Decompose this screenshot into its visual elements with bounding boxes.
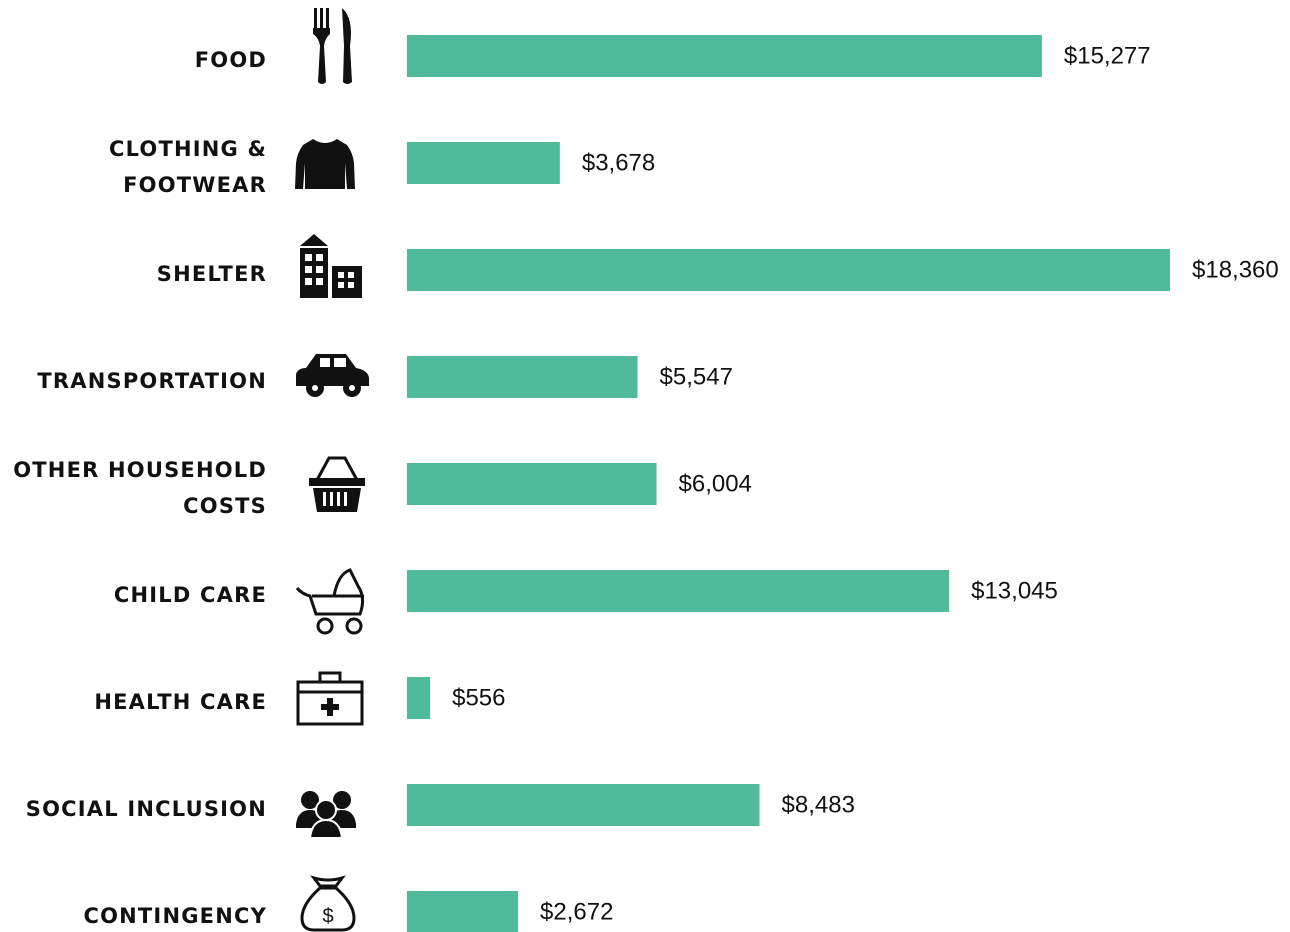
category-label: SHELTER — [0, 256, 267, 292]
value-label: $8,483 — [782, 791, 855, 818]
value-label: $18,360 — [1192, 256, 1279, 283]
value-label: $2,672 — [540, 898, 613, 925]
icon-food — [313, 8, 352, 84]
icon-household — [309, 456, 365, 512]
category-text: SOCIAL INCLUSION — [25, 797, 267, 821]
category-text: CONTINGENCY — [83, 904, 267, 928]
category-label: SOCIAL INCLUSION — [0, 791, 267, 827]
svg-text:$: $ — [322, 905, 333, 927]
category-text: TRANSPORTATION — [37, 369, 267, 393]
icon-shelter — [300, 234, 362, 298]
value-label: $15,277 — [1064, 42, 1151, 69]
bar — [407, 463, 657, 505]
icon-child-care — [295, 568, 365, 635]
value-label: $556 — [452, 684, 505, 711]
category-label: FOOD — [0, 42, 267, 78]
bar — [407, 677, 431, 719]
category-text: OTHER HOUSEHOLD COSTS — [13, 458, 267, 518]
value-label: $6,004 — [679, 470, 752, 497]
value-label: $3,678 — [582, 149, 655, 176]
category-text: SHELTER — [156, 262, 267, 286]
bar — [407, 891, 519, 932]
category-label: CLOTHING & FOOTWEAR — [0, 131, 267, 203]
bar — [407, 249, 1170, 291]
icon-transportation — [296, 354, 369, 397]
bar — [407, 570, 950, 612]
bar — [407, 142, 560, 184]
category-label: OTHER HOUSEHOLD COSTS — [0, 452, 267, 524]
category-text: CLOTHING & FOOTWEAR — [108, 137, 267, 197]
category-text: FOOD — [194, 48, 267, 72]
bar — [407, 784, 760, 826]
category-label: CONTINGENCY — [0, 898, 267, 932]
icon-contingency: $ — [300, 875, 356, 932]
value-label: $13,045 — [971, 577, 1058, 604]
category-label: HEALTH CARE — [0, 684, 267, 720]
icon-clothing — [295, 139, 355, 189]
icon-health-care — [296, 671, 364, 726]
category-text: HEALTH CARE — [94, 690, 267, 714]
icon-social — [296, 791, 356, 839]
bar — [407, 356, 638, 398]
category-label: CHILD CARE — [0, 577, 267, 613]
category-text: CHILD CARE — [113, 583, 267, 607]
category-label: TRANSPORTATION — [0, 363, 267, 399]
value-label: $5,547 — [660, 363, 733, 390]
bar — [407, 35, 1042, 77]
